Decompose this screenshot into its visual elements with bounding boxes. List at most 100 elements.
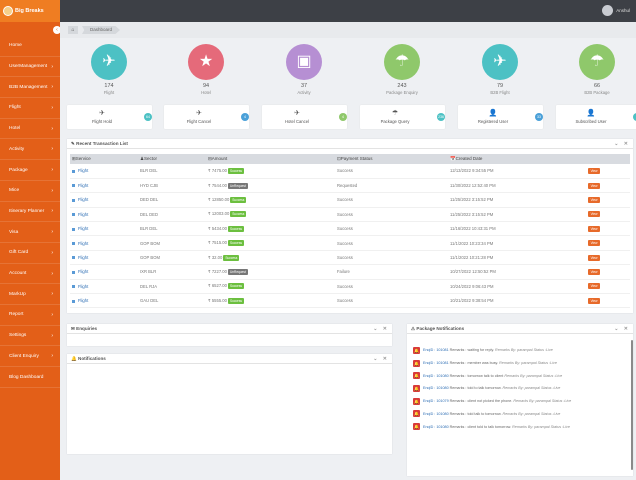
view-button[interactable]: View: [588, 211, 600, 218]
quick-tile[interactable]: ✈ Flight Cancel 4: [164, 105, 249, 129]
sidebar-item[interactable]: Package ›: [0, 160, 60, 181]
sidebar-item[interactable]: MarkUp ›: [0, 284, 60, 306]
user-menu[interactable]: Anshul: [602, 5, 630, 16]
sidebar-item[interactable]: Account ›: [0, 264, 60, 285]
amount-text: ₹ 32.00: [208, 254, 223, 260]
quick-tile[interactable]: 👤 Subscribed User: [556, 105, 636, 129]
list-item[interactable]: 🔔 EnqID : 101079 Remarks : client not pick…: [413, 395, 623, 408]
sidebar-collapse-icon[interactable]: ‹: [53, 26, 61, 34]
service-link[interactable]: Flight: [78, 168, 89, 174]
cell-date: 11/25/2022 3:15:52 PM: [448, 207, 586, 223]
enquiry-link[interactable]: EnqID : 101080: [423, 373, 449, 378]
table-row: Flight DED DEL ₹ 12850.00 Success Success 11/…: [70, 192, 630, 208]
scrollbar[interactable]: [631, 340, 633, 470]
sidebar-item[interactable]: Mice ›: [0, 181, 60, 202]
sidebar-item[interactable]: Flight ›: [0, 98, 60, 119]
view-button[interactable]: View: [588, 225, 600, 232]
sidebar-item[interactable]: Activity ›: [0, 140, 60, 161]
sidebar-item[interactable]: Gift Card ›: [0, 243, 60, 264]
stat-card[interactable]: ★ 94 Hotel: [176, 44, 236, 95]
list-item[interactable]: 🔔 EnqID : 101080 Remarks : told to talk to…: [413, 382, 623, 395]
cell-sector: GOP BOM: [138, 235, 206, 251]
view-button[interactable]: View: [588, 182, 600, 189]
view-button[interactable]: View: [588, 283, 600, 290]
service-link[interactable]: Flight: [78, 211, 89, 217]
sidebar-item[interactable]: B2B Management ›: [0, 77, 60, 99]
service-link[interactable]: Flight: [78, 197, 89, 203]
enquiry-link[interactable]: EnqID : 101081: [423, 361, 449, 366]
view-button[interactable]: View: [588, 167, 600, 174]
sidebar-item[interactable]: Blog Dashboard: [0, 367, 60, 388]
service-link[interactable]: Flight: [78, 298, 89, 304]
panel-controls[interactable]: ⌄ ✕: [614, 326, 630, 332]
list-item[interactable]: 🔔 EnqID : 101081 Remarks : waiting for rep…: [413, 344, 623, 357]
view-button[interactable]: View: [588, 254, 600, 261]
stat-icon: ✈: [482, 44, 518, 80]
sector-text: GOP BOM: [140, 255, 160, 261]
enquiry-link[interactable]: EnqID : 101079: [423, 399, 449, 404]
date-text: 10/27/2022 12:50:52 PM: [450, 269, 496, 275]
list-item[interactable]: 🔔 EnqID : 101080 Remarks : told talk to to…: [413, 408, 623, 421]
list-item[interactable]: 🔔 EnqID : 101080 Remarks : client told to …: [413, 420, 623, 433]
sidebar-item[interactable]: Client Enquiry ›: [0, 347, 60, 368]
sidebar-item-label: Hotel: [9, 126, 21, 132]
sidebar: ‹ Home UserManagement › B2B Management › Flig…: [0, 22, 61, 480]
panel-controls[interactable]: ⌄ ✕: [614, 141, 630, 147]
service-link[interactable]: Flight: [78, 226, 89, 232]
sidebar-item-label: Settings: [9, 333, 27, 339]
sidebar-item[interactable]: UserManagement ›: [0, 57, 60, 78]
sidebar-item[interactable]: Settings ›: [0, 326, 60, 347]
quick-tile[interactable]: 👤 Registered User 33: [458, 105, 543, 129]
stat-card[interactable]: ▣ 37 Activity: [274, 44, 334, 95]
stat-card[interactable]: ✈ 79 B2B Flight: [470, 44, 530, 95]
stat-card[interactable]: ✈ 174 Flight: [79, 44, 139, 95]
sidebar-item[interactable]: Visa ›: [0, 222, 60, 243]
service-link[interactable]: Flight: [78, 283, 89, 289]
enquiry-link[interactable]: EnqID : 101080: [423, 386, 449, 391]
enquiry-link[interactable]: EnqID : 101080: [423, 411, 449, 416]
quick-tile[interactable]: ✈ Flight Hold 64: [67, 105, 152, 129]
panel-controls[interactable]: ⌄ ✕: [373, 326, 389, 332]
table-row: Flight DEL RJA ₹ 6527.00 Success Success 10/2…: [70, 279, 630, 295]
sector-text: DEL RJA: [140, 283, 158, 289]
sidebar-item[interactable]: Hotel ›: [0, 119, 60, 140]
table-row: Flight GOP BOM ₹ 7515.00 Success Success 11/1…: [70, 235, 630, 251]
cell-service: Flight: [70, 279, 138, 295]
stat-card[interactable]: ☂ 243 Package Enquiry: [372, 44, 432, 95]
enquiry-link[interactable]: EnqID : 101081: [423, 348, 449, 353]
chevron-right-icon: ›: [51, 167, 53, 174]
cell-status: Success: [335, 164, 448, 179]
breadcrumb-current[interactable]: Dashboard: [82, 26, 121, 34]
list-item[interactable]: 🔔 EnqID : 101080 Remarks : tomorrow talk t…: [413, 369, 623, 382]
panel-header: ✎ Recent Transaction List ⌄ ✕: [67, 139, 633, 149]
sidebar-item[interactable]: Itinerary Planner ›: [0, 202, 60, 223]
sidebar-item[interactable]: Home: [0, 36, 60, 57]
cell-date: 12/13/2022 9:34:55 PM: [448, 164, 586, 179]
enquiry-link[interactable]: EnqID : 101080: [423, 424, 449, 429]
service-link[interactable]: Flight: [78, 240, 89, 246]
cell-amount: ₹ 12003.00 Success: [206, 207, 335, 223]
view-button[interactable]: View: [588, 297, 600, 304]
status-badge: Success: [227, 240, 245, 247]
quick-tile[interactable]: ☂ Package Query 236: [360, 105, 445, 129]
bell-icon: 🔔: [413, 372, 420, 380]
panel-controls[interactable]: ⌄ ✕: [373, 356, 389, 362]
home-icon[interactable]: ⌂: [68, 26, 78, 34]
table-row: Flight DEL DED ₹ 12003.00 Success Success 11/…: [70, 207, 630, 223]
brand-logo[interactable]: Big Breaks: [0, 0, 60, 22]
view-button[interactable]: View: [588, 268, 600, 275]
service-link[interactable]: Flight: [78, 269, 89, 275]
service-link[interactable]: Flight: [78, 255, 89, 261]
cell-status: Requested: [335, 178, 448, 194]
quick-tile[interactable]: ✈ Hotel Cancel 4: [262, 105, 347, 129]
list-item[interactable]: 🔔 EnqID : 101081 Remarks : member was busy…: [413, 357, 623, 370]
cell-sector: BLR DEL: [138, 221, 206, 237]
table-row: Flight HYD CJB ₹ 7544.00 UnRequest Requested…: [70, 178, 630, 194]
stat-card[interactable]: ☂ 66 B2B Package: [567, 44, 627, 95]
sidebar-item[interactable]: Report ›: [0, 305, 60, 326]
service-link[interactable]: Flight: [78, 183, 89, 189]
cell-date: 11/1/2022 10:21:28 PM: [448, 250, 586, 266]
col-service: ⊞Service: [70, 154, 138, 164]
view-button[interactable]: View: [588, 240, 600, 247]
view-button[interactable]: View: [588, 196, 600, 203]
